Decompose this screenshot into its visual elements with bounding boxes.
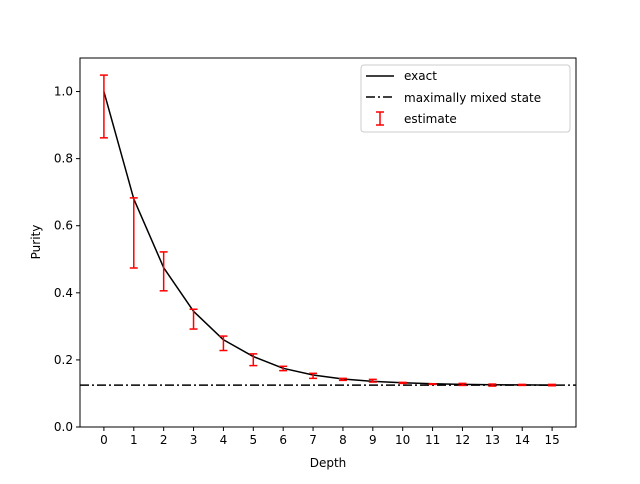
x-tick-label-3: 3	[190, 433, 198, 447]
x-tick-label-9: 9	[369, 433, 377, 447]
legend: exact maximally mixed state estimate	[360, 64, 571, 133]
x-tick-label-10: 10	[395, 433, 410, 447]
x-tick-label-12: 12	[455, 433, 470, 447]
x-tick-label-11: 11	[425, 433, 440, 447]
x-tick-label-8: 8	[339, 433, 347, 447]
x-tick-label-14: 14	[515, 433, 530, 447]
legend-label-mixed: maximally mixed state	[404, 91, 541, 105]
x-axis-label: Depth	[310, 456, 347, 470]
x-tick-label-7: 7	[309, 433, 317, 447]
y-tick-label-2: 0.4	[54, 286, 73, 300]
x-axis: 0 1 2 3 4 5 6 7 8 9 10 11 12 13 14 15	[100, 427, 560, 447]
x-tick-label-5: 5	[249, 433, 257, 447]
x-tick-label-15: 15	[544, 433, 559, 447]
x-tick-label-13: 13	[485, 433, 500, 447]
x-tick-label-6: 6	[279, 433, 287, 447]
x-tick-label-4: 4	[220, 433, 228, 447]
y-tick-label-3: 0.6	[54, 219, 73, 233]
x-tick-label-0: 0	[100, 433, 108, 447]
y-tick-label-0: 0.0	[54, 420, 73, 434]
y-axis-label: Purity	[29, 225, 43, 260]
legend-label-exact: exact	[404, 69, 437, 83]
axes-frame	[79, 57, 577, 428]
y-axis: 0.0 0.2 0.4 0.6 0.8 1.0	[54, 85, 80, 434]
x-tick-label-1: 1	[130, 433, 138, 447]
y-tick-label-1: 0.2	[54, 353, 73, 367]
plot-area	[80, 74, 576, 387]
y-tick-label-4: 0.8	[54, 152, 73, 166]
series-exact-line	[103, 91, 553, 386]
x-tick-label-2: 2	[160, 433, 168, 447]
y-tick-label-5: 1.0	[54, 85, 73, 99]
legend-label-estimate: estimate	[404, 112, 457, 126]
legend-box	[360, 64, 571, 133]
